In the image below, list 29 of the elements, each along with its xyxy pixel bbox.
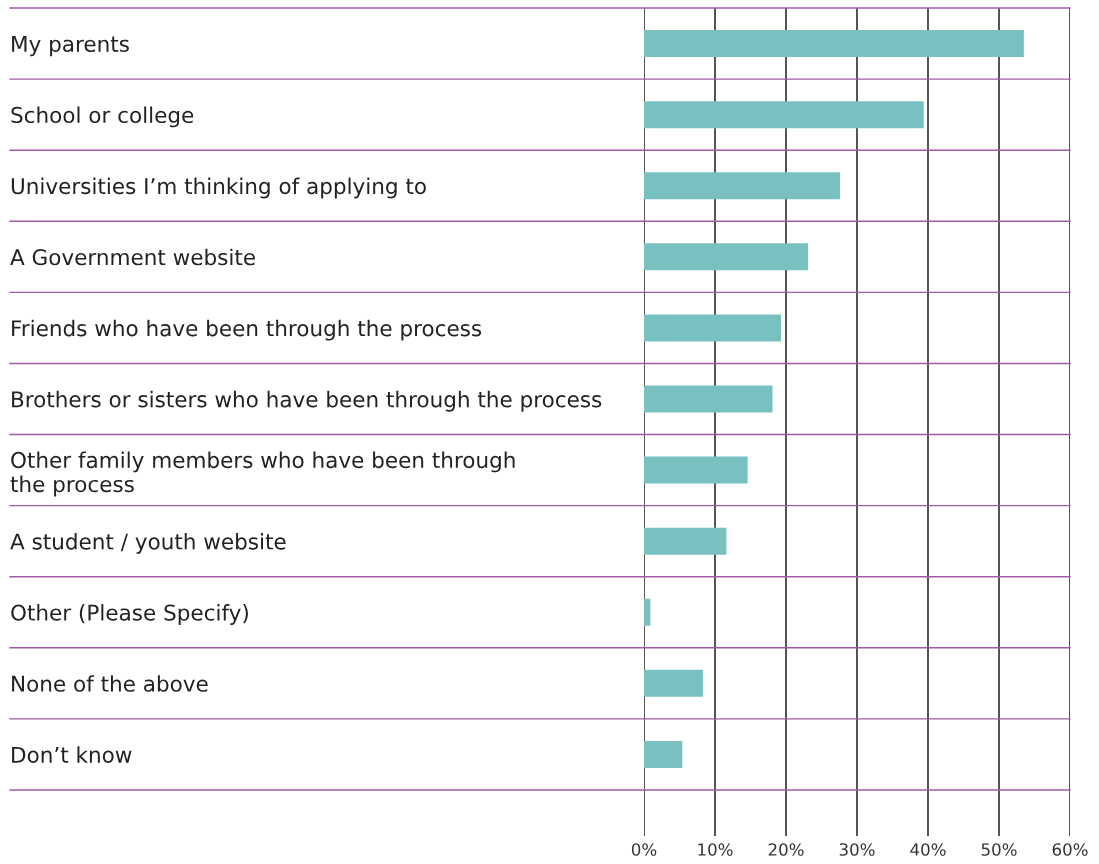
y-tick-label: A student / youth website [10,533,286,554]
y-tick-label: None of the above [12,675,208,692]
x-tick-label: 10% [698,843,733,856]
y-tick-label: School or college [11,106,194,128]
x-tick-label: 60% [1052,843,1088,856]
y-tick-label: Universities I’m thinking of applying to [11,177,426,199]
bar [644,740,683,768]
bar [644,243,809,271]
x-tick-label: 0% [631,843,657,856]
y-tick-label: Friends who have been through the process [12,319,482,341]
x-tick-label: 40% [910,843,946,856]
x-tick-label: 20% [768,843,804,856]
bar [644,456,748,484]
bar [644,30,1024,58]
bar [644,172,840,200]
x-tick-label: 30% [839,843,875,856]
bar [644,669,703,697]
y-tick-label: Other (Please Specify) [11,604,248,625]
y-tick-label: A Government website [10,248,255,266]
y-tick-label: Other family members who have been through the process [10,451,515,497]
x-tick-label: 50% [981,843,1017,856]
bar [644,101,924,129]
bar [644,598,651,626]
y-tick-label: Don’t know [12,746,132,763]
y-tick-label: Brothers or sisters who have been through the process [12,390,602,412]
y-tick-label: My parents [12,36,129,57]
bar [644,385,773,413]
bar [644,314,782,342]
bar [644,527,727,555]
